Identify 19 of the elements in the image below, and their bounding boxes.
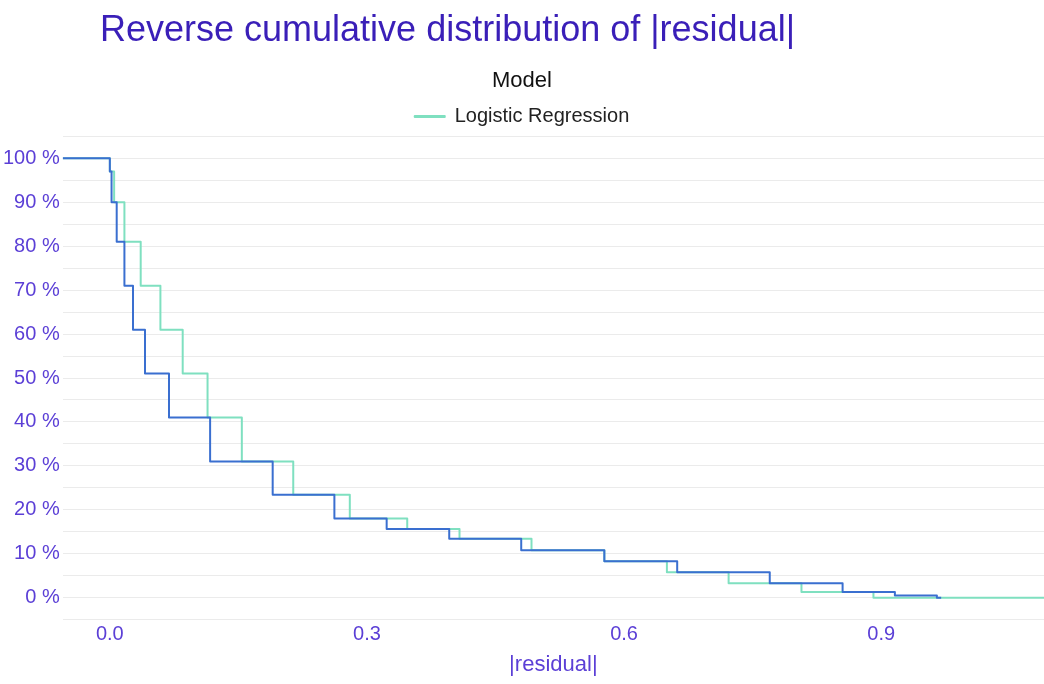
x-tick-label: 0.3	[353, 622, 381, 645]
y-tick-label: 0 %	[25, 585, 60, 608]
legend-title: Model	[492, 67, 552, 93]
chart-title: Reverse cumulative distribution of |residual|	[100, 8, 796, 50]
x-axis-title: |residual|	[509, 650, 598, 676]
y-tick-label: 90 %	[14, 189, 60, 212]
y-tick-label: 50 %	[14, 365, 60, 388]
y-tick-label: 20 %	[14, 497, 60, 520]
y-tick-label: 80 %	[14, 233, 60, 256]
y-tick-label: 10 %	[14, 541, 60, 564]
y-tick-label: 70 %	[14, 277, 60, 300]
y-tick-label: 40 %	[14, 409, 60, 432]
x-tick-label: 0.9	[867, 622, 896, 645]
y-tick-label: 30 %	[14, 453, 60, 476]
y-tick-label: 100 %	[2, 145, 60, 168]
legend-label: Logistic Regression	[454, 103, 630, 126]
x-tick-label: 0.6	[610, 622, 638, 645]
y-tick-label: 60 %	[14, 321, 60, 344]
x-tick-label: 0.0	[95, 622, 124, 645]
